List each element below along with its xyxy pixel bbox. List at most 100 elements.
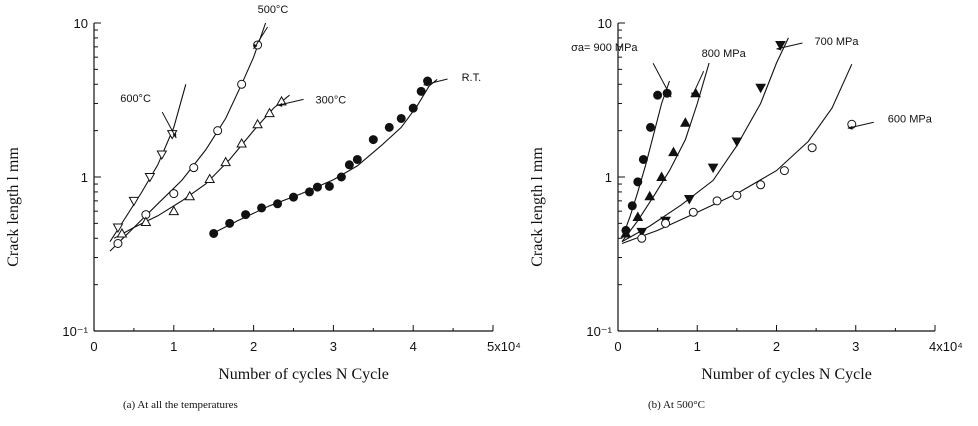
y-tick-label: 10 bbox=[74, 16, 88, 31]
chart-caption: (b) At 500°C bbox=[648, 399, 705, 411]
series-1: 500°C bbox=[109, 4, 289, 252]
data-point bbox=[352, 154, 362, 164]
series-curve bbox=[621, 80, 671, 239]
series-label: 700 MPa bbox=[814, 36, 859, 48]
y-tick-label: 1 bbox=[81, 170, 88, 185]
data-point bbox=[731, 137, 743, 148]
data-point bbox=[140, 216, 152, 227]
data-point bbox=[252, 118, 263, 129]
data-point bbox=[807, 143, 817, 153]
x-tick-label: 0 bbox=[90, 339, 97, 354]
data-point bbox=[204, 173, 216, 184]
data-point bbox=[775, 40, 786, 51]
data-point bbox=[627, 201, 637, 211]
x-tick-label: 3 bbox=[330, 339, 337, 354]
series-3: R.T. bbox=[209, 72, 482, 238]
chart-caption: (a) At all the temperatures bbox=[123, 399, 238, 411]
series-curve bbox=[621, 37, 789, 243]
data-point bbox=[289, 192, 298, 202]
data-point bbox=[633, 177, 643, 187]
x-axis-label: Number of cycles N Cycle bbox=[701, 366, 872, 383]
data-point bbox=[408, 103, 418, 113]
data-point bbox=[156, 150, 168, 161]
data-point bbox=[636, 227, 648, 238]
x-tick-label: 1 bbox=[694, 339, 701, 354]
y-axis-label: Crack length l mm bbox=[5, 147, 22, 267]
data-point bbox=[779, 166, 789, 176]
data-point bbox=[116, 227, 128, 238]
series-2: 300°C bbox=[113, 94, 347, 239]
data-point bbox=[304, 187, 314, 197]
data-point bbox=[637, 233, 647, 243]
data-point bbox=[144, 173, 156, 183]
y-axis-label: Crack length l mm bbox=[529, 147, 546, 267]
x-axis-label: Number of cycles N Cycle bbox=[218, 366, 389, 383]
data-point bbox=[273, 199, 283, 209]
data-point bbox=[189, 163, 199, 173]
annotation-arrowhead bbox=[253, 43, 258, 49]
data-point bbox=[368, 135, 378, 145]
data-point bbox=[712, 196, 722, 206]
data-point bbox=[113, 238, 123, 248]
x-tick-label: 5x10⁴ bbox=[487, 339, 521, 354]
data-point bbox=[416, 86, 426, 96]
data-point bbox=[264, 107, 275, 118]
series-curve bbox=[113, 94, 290, 239]
y-tick-label: 10⁻¹ bbox=[586, 324, 612, 339]
annotation-arrowhead bbox=[847, 125, 853, 130]
annotation-arrowhead bbox=[776, 46, 782, 51]
data-point bbox=[645, 122, 655, 132]
annotation-arrow bbox=[161, 111, 177, 139]
series-label: 300°C bbox=[316, 94, 347, 106]
data-point bbox=[220, 156, 232, 167]
data-point bbox=[336, 172, 346, 182]
series-3: 600 MPa bbox=[621, 63, 933, 245]
data-point bbox=[756, 180, 766, 190]
data-point bbox=[668, 146, 679, 157]
data-point bbox=[344, 160, 354, 170]
data-point bbox=[688, 207, 698, 217]
data-point bbox=[755, 83, 767, 94]
data-point bbox=[632, 211, 644, 221]
data-point bbox=[237, 79, 247, 89]
series-label: 500°C bbox=[258, 4, 289, 16]
x-tick-label: 2 bbox=[773, 339, 780, 354]
data-point bbox=[656, 171, 667, 181]
data-point bbox=[225, 218, 235, 228]
data-point bbox=[620, 227, 632, 238]
data-point bbox=[644, 190, 656, 201]
annotation-arrowhead bbox=[172, 133, 177, 139]
data-point bbox=[257, 203, 267, 213]
x-tick-label: 0 bbox=[614, 339, 621, 354]
x-tick-label: 3 bbox=[852, 339, 859, 354]
x-tick-label: 4 bbox=[410, 339, 417, 354]
data-point bbox=[324, 181, 334, 191]
data-point bbox=[128, 196, 140, 207]
series-label: 800 MPa bbox=[702, 48, 747, 60]
y-tick-label: 1 bbox=[605, 170, 612, 185]
x-tick-label: 4x10⁴ bbox=[929, 339, 963, 354]
data-point bbox=[213, 126, 223, 136]
series-curve bbox=[109, 22, 267, 252]
annotation-arrowhead bbox=[277, 102, 283, 107]
series-label: 600 MPa bbox=[888, 113, 933, 125]
data-point bbox=[396, 113, 406, 123]
data-point bbox=[209, 228, 219, 238]
data-point bbox=[169, 189, 179, 199]
chart-panel-a: 0 1 2 3 4 5x10⁴ 10⁻¹ 1 10 Number of cycles N Cycl… bbox=[5, 4, 521, 411]
data-point bbox=[732, 190, 742, 200]
data-point bbox=[653, 90, 663, 100]
annotation-arrow bbox=[691, 71, 705, 98]
data-point bbox=[384, 122, 394, 132]
series-1: 800 MPa bbox=[620, 48, 747, 243]
data-point bbox=[112, 223, 124, 234]
x-tick-label: 2 bbox=[250, 339, 257, 354]
data-point bbox=[683, 194, 695, 205]
series-label: 600°C bbox=[120, 93, 151, 105]
y-tick-label: 10⁻¹ bbox=[62, 324, 88, 339]
data-point bbox=[168, 205, 180, 216]
series-2: 700 MPa bbox=[621, 36, 859, 243]
data-point bbox=[184, 190, 196, 201]
annotation-arrowhead bbox=[691, 92, 696, 98]
series-label: R.T. bbox=[462, 72, 482, 84]
